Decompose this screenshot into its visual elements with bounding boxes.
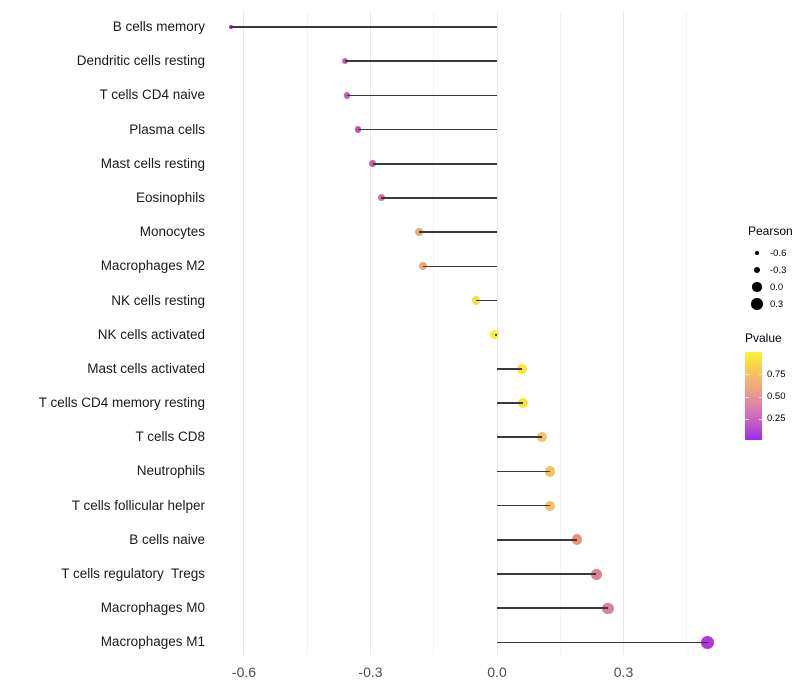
- lollipop-stem: [418, 231, 497, 233]
- data-point: [544, 500, 555, 511]
- category-label: NK cells activated: [97, 326, 205, 342]
- colorbar-tick-label: 0.25: [767, 413, 786, 425]
- major-gridline: [623, 12, 624, 655]
- category-label: T cells CD8: [135, 429, 205, 445]
- size-legend-dot: [751, 298, 763, 310]
- lollipop-stem: [372, 162, 497, 165]
- data-point: [701, 635, 715, 649]
- x-tick-label: 0.3: [613, 664, 634, 680]
- data-point: [471, 296, 481, 305]
- lollipop-stem: [494, 333, 497, 336]
- category-label: Mast cells activated: [87, 360, 205, 376]
- colorbar-tick-mark: [745, 374, 749, 375]
- data-point: [544, 466, 555, 477]
- category-label: Monocytes: [139, 224, 205, 240]
- category-label: Eosinophils: [135, 189, 205, 205]
- pvalue-colorbar: [745, 352, 762, 440]
- lollipop-stem: [381, 197, 497, 199]
- category-label: B cells memory: [112, 19, 205, 34]
- lollipop-stem: [345, 60, 497, 62]
- color-legend-title: Pvalue: [745, 331, 782, 345]
- colorbar-tick-mark: [758, 418, 762, 420]
- category-label: Mast cells resting: [100, 155, 205, 171]
- size-legend-label: 0.3: [770, 298, 784, 310]
- major-gridline: [369, 12, 371, 655]
- size-legend-label: 0.0: [770, 281, 784, 293]
- lollipop-stem: [497, 368, 523, 370]
- colorbar-tick-mark: [758, 396, 762, 398]
- lollipop-stem: [497, 436, 543, 439]
- data-point: [490, 330, 500, 340]
- data-point: [229, 24, 234, 30]
- lollipop-stem: [497, 641, 708, 644]
- size-legend-label: -0.6: [770, 247, 787, 259]
- size-legend-dot: [754, 250, 760, 256]
- lollipop-stem: [497, 504, 550, 507]
- lollipop-stem: [497, 607, 608, 610]
- lollipop-stem: [357, 128, 497, 131]
- data-point: [537, 432, 548, 443]
- minor-gridline: [686, 12, 688, 655]
- category-label: T cells CD4 memory resting: [38, 395, 205, 411]
- size-legend-dot: [752, 282, 762, 292]
- category-label: Macrophages M0: [100, 600, 205, 616]
- colorbar-tick-label: 0.75: [767, 368, 786, 380]
- lollipop-stem: [475, 299, 497, 302]
- data-point: [354, 126, 362, 133]
- x-tick-label: -0.3: [358, 664, 383, 680]
- minor-gridline: [433, 12, 435, 655]
- major-gridline: [243, 12, 245, 655]
- minor-gridline: [306, 12, 308, 655]
- category-label: T cells CD4 naive: [99, 87, 205, 103]
- size-legend-title: Pearson: [748, 224, 793, 238]
- category-label: NK cells resting: [111, 292, 205, 308]
- colorbar-tick-mark: [758, 374, 762, 375]
- category-label: Plasma cells: [129, 121, 205, 137]
- data-point: [518, 398, 528, 408]
- category-label: Dendritic cells resting: [76, 53, 205, 69]
- lollipop-stem: [347, 94, 497, 97]
- lollipop-stem: [497, 402, 524, 404]
- colorbar-tick-label: 0.50: [767, 391, 786, 403]
- data-point: [571, 534, 583, 546]
- category-label: Macrophages M1: [100, 634, 205, 650]
- lollipop-stem: [497, 573, 597, 575]
- colorbar-tick-mark: [745, 418, 749, 420]
- size-legend-label: -0.3: [770, 264, 787, 276]
- minor-gridline: [559, 12, 561, 655]
- data-point: [342, 58, 349, 65]
- colorbar-tick-mark: [745, 396, 749, 398]
- lollipop-stem: [231, 26, 497, 28]
- category-label: T cells regulatory Tregs: [61, 566, 205, 582]
- x-tick-label: -0.6: [231, 664, 257, 680]
- lollipop-stem: [497, 539, 578, 541]
- category-label: Neutrophils: [136, 463, 205, 479]
- category-label: Macrophages M2: [100, 258, 205, 274]
- category-label: T cells follicular helper: [71, 497, 205, 513]
- size-legend-dot: [753, 266, 761, 274]
- category-label: B cells naive: [129, 531, 205, 547]
- x-tick-label: 0.0: [487, 664, 507, 680]
- lollipop-stem: [423, 265, 497, 268]
- lollipop-stem: [497, 470, 550, 473]
- data-point: [369, 160, 376, 168]
